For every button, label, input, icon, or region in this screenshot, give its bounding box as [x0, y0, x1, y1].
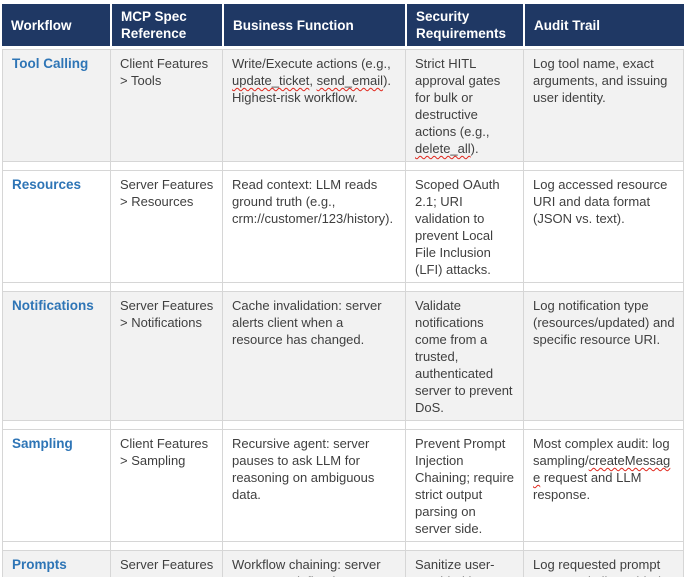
cell-text: Validate notifications come from a trust…	[415, 298, 513, 415]
cell-text: Cache invalidation: server alerts client…	[232, 298, 382, 347]
spacer-cell	[2, 542, 110, 550]
row-spacer	[2, 421, 684, 429]
column-header-business-function: Business Function	[222, 4, 405, 46]
mcp-workflow-table: Workflow MCP Spec Reference Business Fun…	[2, 4, 684, 577]
cell-text: Recursive agent: server pauses to ask LL…	[232, 436, 375, 502]
misspelled-text: update_ticket	[232, 73, 310, 88]
spacer-cell	[2, 162, 110, 170]
table-row-tool-calling: Tool Calling Client Features > Tools Write…	[2, 49, 684, 162]
cell-text: request and LLM response.	[533, 470, 642, 502]
cell-workflow-label: Resources	[2, 170, 110, 283]
cell-audit-trail: Log notification type (resources/updated…	[523, 291, 684, 421]
spacer-cell	[2, 421, 110, 429]
cell-text: Scoped OAuth 2.1; URI validation to prev…	[415, 177, 500, 277]
spacer-cell	[110, 162, 222, 170]
cell-text: Read context: LLM reads ground truth (e.…	[232, 177, 394, 226]
column-header-mcp-spec-reference: MCP Spec Reference	[110, 4, 222, 46]
header-row: Workflow MCP Spec Reference Business Fun…	[2, 4, 684, 46]
cell-security-requirements: Scoped OAuth 2.1; URI validation to prev…	[405, 170, 523, 283]
cell-business-function: Read context: LLM reads ground truth (e.…	[222, 170, 405, 283]
table-row-notifications: Notifications Server Features > Notificat…	[2, 291, 684, 421]
spacer-cell	[523, 542, 684, 550]
spacer-cell	[110, 283, 222, 291]
table-row-sampling: Sampling Client Features > Sampling Recurs…	[2, 429, 684, 542]
cell-text: Log accessed resource URI and data forma…	[533, 177, 668, 226]
table-row-resources: Resources Server Features > Resources Read…	[2, 170, 684, 283]
row-spacer	[2, 162, 684, 170]
cell-workflow-label: Prompts	[2, 550, 110, 577]
cell-audit-trail: Log tool name, exact arguments, and issu…	[523, 49, 684, 162]
cell-security-requirements: Strict HITL approval gates for bulk or d…	[405, 49, 523, 162]
cell-audit-trail: Log accessed resource URI and data forma…	[523, 170, 684, 283]
cell-text: ). Highest-risk workflow.	[232, 73, 392, 105]
cell-mcp-spec-reference: Server Features > Prompts	[110, 550, 222, 577]
row-spacer	[2, 283, 684, 291]
cell-mcp-spec-reference: Server Features > Resources	[110, 170, 222, 283]
column-header-audit-trail: Audit Trail	[523, 4, 684, 46]
cell-text: Log requested prompt name and all provid…	[533, 557, 661, 577]
cell-text: Workflow chaining: server serves predefi…	[232, 557, 381, 577]
misspelled-text: send_email	[316, 73, 384, 88]
cell-workflow-label: Tool Calling	[2, 49, 110, 162]
spacer-cell	[523, 283, 684, 291]
cell-business-function: Workflow chaining: server serves predefi…	[222, 550, 405, 577]
cell-workflow-label: Notifications	[2, 291, 110, 421]
column-header-security-requirements: Security Requirements	[405, 4, 523, 46]
cell-mcp-spec-reference: Server Features > Notifications	[110, 291, 222, 421]
cell-security-requirements: Prevent Prompt Injection Chaining; requi…	[405, 429, 523, 542]
spacer-cell	[405, 421, 523, 429]
cell-security-requirements: Validate notifications come from a trust…	[405, 291, 523, 421]
misspelled-text: createMessage	[533, 453, 671, 485]
spacer-cell	[405, 162, 523, 170]
cell-text: Sanitize user-provided inputs; audit ins…	[415, 557, 507, 577]
cell-text: Log tool name, exact arguments, and issu…	[533, 56, 668, 105]
cell-text: Strict HITL approval gates for bulk or d…	[415, 56, 501, 139]
cell-business-function: Recursive agent: server pauses to ask LL…	[222, 429, 405, 542]
spacer-cell	[222, 162, 405, 170]
cell-text: ,	[309, 73, 317, 88]
cell-security-requirements: Sanitize user-provided inputs; audit ins…	[405, 550, 523, 577]
cell-business-function: Write/Execute actions (e.g., update_tick…	[222, 49, 405, 162]
spacer-cell	[222, 283, 405, 291]
cell-audit-trail: Log requested prompt name and all provid…	[523, 550, 684, 577]
spacer-cell	[222, 542, 405, 550]
cell-text: Most complex audit: log sampling/	[533, 436, 670, 468]
cell-text: Prevent Prompt Injection Chaining; requi…	[415, 436, 515, 536]
spacer-cell	[2, 283, 110, 291]
spacer-cell	[110, 542, 222, 550]
cell-mcp-spec-reference: Client Features > Sampling	[110, 429, 222, 542]
spacer-cell	[405, 283, 523, 291]
spacer-cell	[523, 421, 684, 429]
spacer-cell	[405, 542, 523, 550]
cell-business-function: Cache invalidation: server alerts client…	[222, 291, 405, 421]
table-header: Workflow MCP Spec Reference Business Fun…	[2, 4, 684, 49]
cell-text: ).	[470, 141, 479, 156]
table-body: Tool Calling Client Features > Tools Write…	[2, 49, 684, 577]
cell-workflow-label: Sampling	[2, 429, 110, 542]
row-spacer	[2, 542, 684, 550]
cell-text: Write/Execute actions (e.g.,	[232, 56, 391, 71]
cell-audit-trail: Most complex audit: log sampling/createM…	[523, 429, 684, 542]
spacer-cell	[222, 421, 405, 429]
cell-text: Log notification type (resources/updated…	[533, 298, 675, 347]
spacer-cell	[110, 421, 222, 429]
misspelled-text: delete_all	[415, 141, 471, 156]
cell-mcp-spec-reference: Client Features > Tools	[110, 49, 222, 162]
spacer-cell	[523, 162, 684, 170]
column-header-workflow: Workflow	[2, 4, 110, 46]
